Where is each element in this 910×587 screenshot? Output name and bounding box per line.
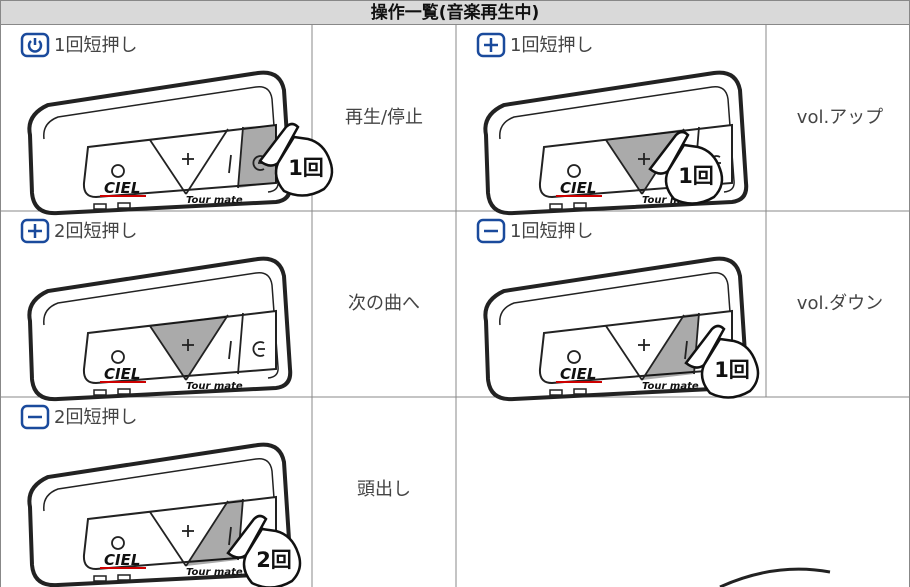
led bbox=[93, 203, 107, 210]
result-text: 再生/停止 bbox=[345, 107, 423, 128]
pressing-hand: 1回 bbox=[258, 122, 334, 197]
device-brand: CIEL bbox=[104, 551, 140, 569]
operation-cell: 1回短押し vol.アップ CIEL Tour mate 1回 bbox=[476, 32, 883, 216]
button-icon bbox=[20, 32, 50, 58]
finger bbox=[684, 324, 726, 369]
header-bg bbox=[0, 0, 910, 25]
icon-frame bbox=[476, 218, 506, 244]
device-illustration: CIEL Tour mate 1回 bbox=[483, 256, 760, 402]
result-text: 頭出し bbox=[357, 479, 411, 500]
led bbox=[117, 574, 131, 581]
button-lines bbox=[111, 126, 265, 195]
button-icon bbox=[20, 404, 50, 430]
pressing-hand: 1回 bbox=[648, 130, 724, 205]
finger bbox=[648, 130, 690, 175]
icon-frame bbox=[20, 404, 50, 430]
led bbox=[573, 388, 587, 395]
led bbox=[93, 389, 107, 396]
icon-glyph bbox=[27, 40, 43, 53]
icon-frame bbox=[20, 32, 50, 58]
fist bbox=[664, 143, 724, 205]
action-text: 2回短押し bbox=[54, 221, 137, 242]
button-icon bbox=[20, 218, 50, 244]
led bbox=[549, 203, 563, 210]
action-text: 2回短押し bbox=[54, 407, 137, 428]
button-lines bbox=[111, 312, 265, 381]
button-lines bbox=[567, 312, 721, 381]
device-model: Tour mate bbox=[186, 567, 243, 578]
finger bbox=[226, 514, 268, 559]
device-model: Tour mate bbox=[186, 195, 243, 206]
action-text: 1回短押し bbox=[510, 35, 593, 56]
device-rim bbox=[43, 86, 279, 193]
partial-illustration bbox=[719, 567, 831, 587]
button-icon bbox=[476, 32, 506, 58]
led bbox=[117, 388, 131, 395]
pressing-hand: 1回 bbox=[684, 324, 760, 399]
device-brand: CIEL bbox=[560, 365, 596, 383]
result-text: 次の曲へ bbox=[348, 293, 420, 314]
device-rim bbox=[499, 86, 735, 193]
fist bbox=[700, 337, 760, 399]
led bbox=[549, 389, 563, 396]
result-text: vol.ダウン bbox=[797, 293, 883, 314]
action-text: 1回短押し bbox=[54, 35, 137, 56]
led bbox=[117, 202, 131, 209]
pressing-hand: 2回 bbox=[226, 514, 302, 587]
led bbox=[93, 575, 107, 582]
fist bbox=[242, 527, 302, 587]
highlight bbox=[150, 315, 228, 380]
device-model: Tour mate bbox=[642, 195, 699, 206]
device-brand: CIEL bbox=[104, 179, 140, 197]
result-text: vol.アップ bbox=[797, 107, 883, 128]
device-illustration: CIEL Tour mate 1回 bbox=[483, 70, 749, 216]
press-badge: 1回 bbox=[714, 358, 750, 382]
highlight bbox=[606, 129, 684, 194]
device-brand: CIEL bbox=[104, 365, 140, 383]
button-icon bbox=[476, 218, 506, 244]
header-title: 操作一覧(音楽再生中) bbox=[371, 2, 540, 23]
device-rim bbox=[43, 272, 279, 379]
action-text: 1回短押し bbox=[510, 221, 593, 242]
press-badge: 2回 bbox=[256, 548, 292, 572]
press-badge: 1回 bbox=[678, 164, 714, 188]
device-illustration: CIEL Tour mate 1回 bbox=[27, 70, 334, 216]
press-badge: 1回 bbox=[288, 156, 324, 180]
device-panel bbox=[82, 123, 277, 199]
fist bbox=[274, 135, 334, 197]
device-illustration: CIEL Tour mate bbox=[27, 256, 293, 402]
device-model: Tour mate bbox=[642, 381, 699, 392]
icon-frame bbox=[476, 32, 506, 58]
icon-frame bbox=[20, 218, 50, 244]
highlight bbox=[186, 499, 243, 566]
device-brand: CIEL bbox=[560, 179, 596, 197]
operation-cell: 1回短押し vol.ダウン CIEL Tour mate 1回 bbox=[476, 218, 883, 402]
finger bbox=[258, 122, 300, 167]
device-illustration: CIEL Tour mate 2回 bbox=[27, 442, 302, 587]
device-model: Tour mate bbox=[186, 381, 243, 392]
led bbox=[573, 202, 587, 209]
